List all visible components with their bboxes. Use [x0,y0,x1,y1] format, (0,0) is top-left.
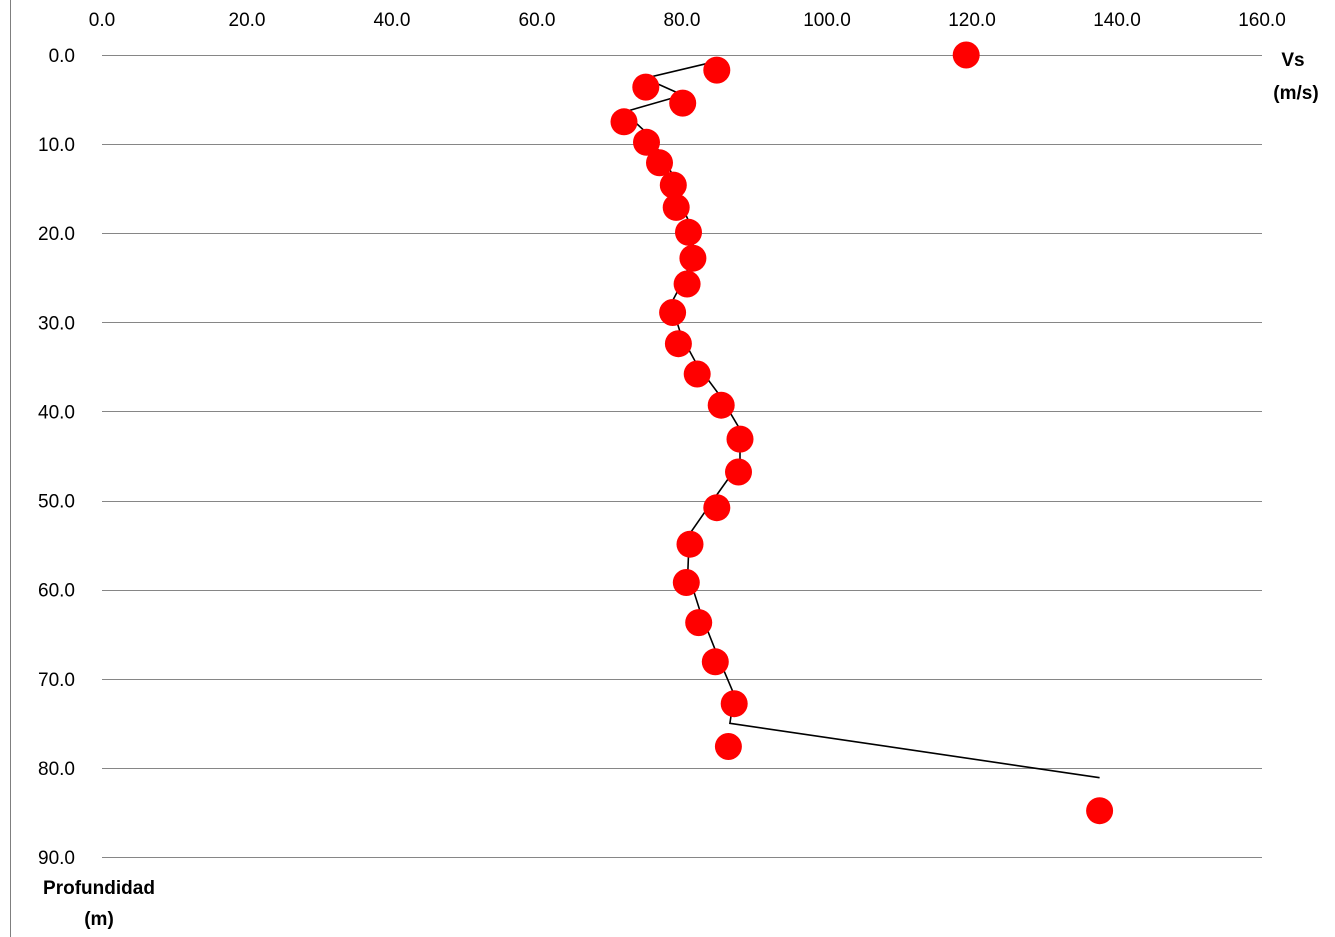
data-point [1086,797,1114,825]
y-axis-title-line1: Profundidad [43,878,155,899]
data-point [664,330,692,358]
y-tick-label: 20.0 [38,224,75,245]
data-points [610,41,1114,825]
data-point [646,149,673,177]
trend-polyline [622,60,1100,779]
x-axis-title-line1: Vs [1281,50,1304,71]
data-point [703,494,731,522]
data-point [701,648,729,676]
data-point [659,171,687,199]
y-tick-label: 30.0 [38,313,75,334]
y-tick-label: 40.0 [38,402,75,423]
data-point [683,360,711,388]
y-tick-label: 80.0 [38,759,75,780]
x-axis-title-line2: (m/s) [1273,83,1318,104]
data-point [659,299,687,326]
x-tick-label: 0.0 [89,10,115,31]
x-tick-label: 80.0 [664,10,701,31]
x-tick-label: 120.0 [948,10,996,31]
data-point [610,108,638,136]
x-tick-label: 60.0 [519,10,556,31]
data-point [672,569,700,596]
x-tick-labels: 0.0 20.0 40.0 60.0 80.0 100.0 120.0 140.0 160.0 [89,10,1286,31]
data-point [726,425,754,453]
x-tick-label: 40.0 [374,10,411,31]
x-tick-label: 20.0 [229,10,266,31]
data-point [662,193,690,221]
x-tick-label: 160.0 [1238,10,1286,31]
y-tick-label: 90.0 [38,848,75,869]
data-point [676,530,704,558]
trend-line [622,60,1100,779]
y-tick-labels: 0.0 10.0 20.0 30.0 40.0 50.0 60.0 70.0 80.0 90.0 [38,46,75,869]
y-tick-label: 0.0 [49,46,75,67]
data-point [669,89,697,117]
data-point [725,458,752,486]
data-point [632,73,660,101]
gridlines [102,55,1262,858]
data-point [679,244,707,272]
y-tick-label: 60.0 [38,581,75,602]
data-point [707,391,735,419]
data-point [675,218,702,246]
data-point [673,270,701,298]
y-tick-label: 70.0 [38,670,75,691]
data-point [703,56,731,84]
data-point [714,733,742,760]
y-tick-label: 50.0 [38,492,75,513]
x-tick-label: 100.0 [803,10,851,31]
data-point [685,609,713,637]
y-tick-label: 10.0 [38,135,75,156]
x-tick-label: 140.0 [1093,10,1141,31]
data-point [633,128,660,156]
data-point [720,690,748,718]
y-axis-title-line2: (m) [84,909,114,930]
data-point [952,41,980,69]
